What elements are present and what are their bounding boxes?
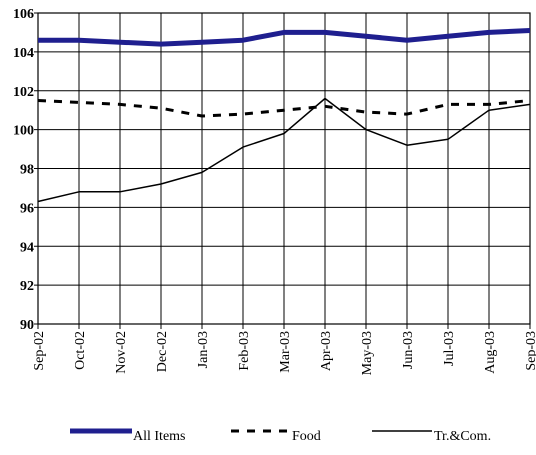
y-tick-label: 92	[20, 279, 34, 294]
x-tick-label: May-03	[360, 331, 375, 375]
series-line-3	[37, 97, 531, 203]
y-tick-label: 104	[13, 46, 34, 61]
y-tick-label: 106	[13, 7, 34, 22]
series-line-1	[38, 28, 531, 47]
x-tick-label: Jun-03	[401, 331, 416, 369]
series-line-2	[37, 99, 531, 118]
x-tick-label: Apr-03	[319, 331, 334, 371]
y-tick-label: 100	[13, 124, 34, 139]
x-tick-label: Nov-02	[114, 331, 129, 374]
x-tick-label: Sep-02	[32, 331, 47, 371]
x-tick-label: Dec-02	[155, 331, 170, 372]
legend-label: Food	[292, 429, 321, 444]
x-tick-label: Jan-03	[196, 331, 211, 368]
y-tick-label: 90	[20, 318, 34, 333]
x-tick-label: Mar-03	[278, 331, 293, 373]
x-tick-label: Oct-02	[73, 331, 88, 370]
x-tick-label: Sep-03	[524, 331, 536, 371]
x-tick-label: Feb-03	[237, 331, 252, 371]
y-tick-label: 98	[20, 163, 34, 178]
y-tick-label: 94	[20, 240, 34, 255]
x-tick-label: Aug-03	[483, 331, 498, 374]
y-tick-label: 102	[13, 85, 34, 100]
legend-label: All Items	[133, 429, 186, 444]
y-tick-label: 96	[20, 201, 34, 216]
x-tick-label: Jul-03	[442, 331, 457, 366]
legend-label: Tr.&Com.	[434, 429, 491, 444]
